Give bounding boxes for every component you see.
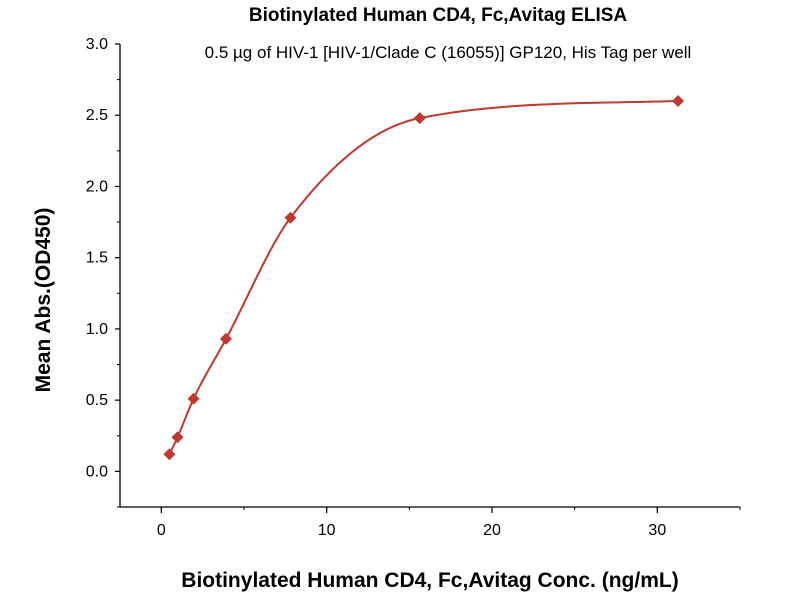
- plot-frame: [119, 44, 740, 508]
- data-point: [284, 211, 297, 224]
- y-axis-label: Mean Abs.(OD450): [32, 208, 55, 393]
- data-point: [672, 94, 684, 107]
- y-tick-label: 1.5: [86, 250, 108, 267]
- data-point: [413, 112, 426, 125]
- data-point: [163, 448, 176, 461]
- data-point: [219, 332, 232, 345]
- data-point: [187, 392, 200, 405]
- chart-subtitle: 0.5 µg of HIV-1 [HIV-1/Clade C (16055)] …: [205, 43, 692, 62]
- x-tick-label: 20: [483, 522, 501, 539]
- x-axis-label: Biotinylated Human CD4, Fc,Avitag Conc. …: [181, 569, 678, 592]
- chart-title: Biotinylated Human CD4, Fc,Avitag ELISA: [249, 5, 628, 26]
- y-tick-label: 0.0: [86, 463, 108, 480]
- x-axis-ticks: 0 10 20 30: [157, 507, 741, 539]
- x-tick-label: 30: [648, 522, 666, 539]
- y-tick-label: 2.5: [86, 107, 108, 124]
- fit-curve: [168, 99, 679, 455]
- y-axis-ticks: 0.0 0.5 1.0 1.5 2.0 2.5 3.0: [86, 36, 120, 508]
- x-tick-label: 0: [157, 522, 166, 539]
- y-tick-label: 3.0: [86, 36, 108, 53]
- data-points: [163, 94, 684, 461]
- data-point: [171, 431, 184, 444]
- x-tick-label: 10: [318, 522, 336, 539]
- y-tick-label: 0.5: [86, 392, 108, 409]
- y-tick-label: 2.0: [86, 178, 108, 195]
- y-tick-label: 1.0: [86, 321, 108, 338]
